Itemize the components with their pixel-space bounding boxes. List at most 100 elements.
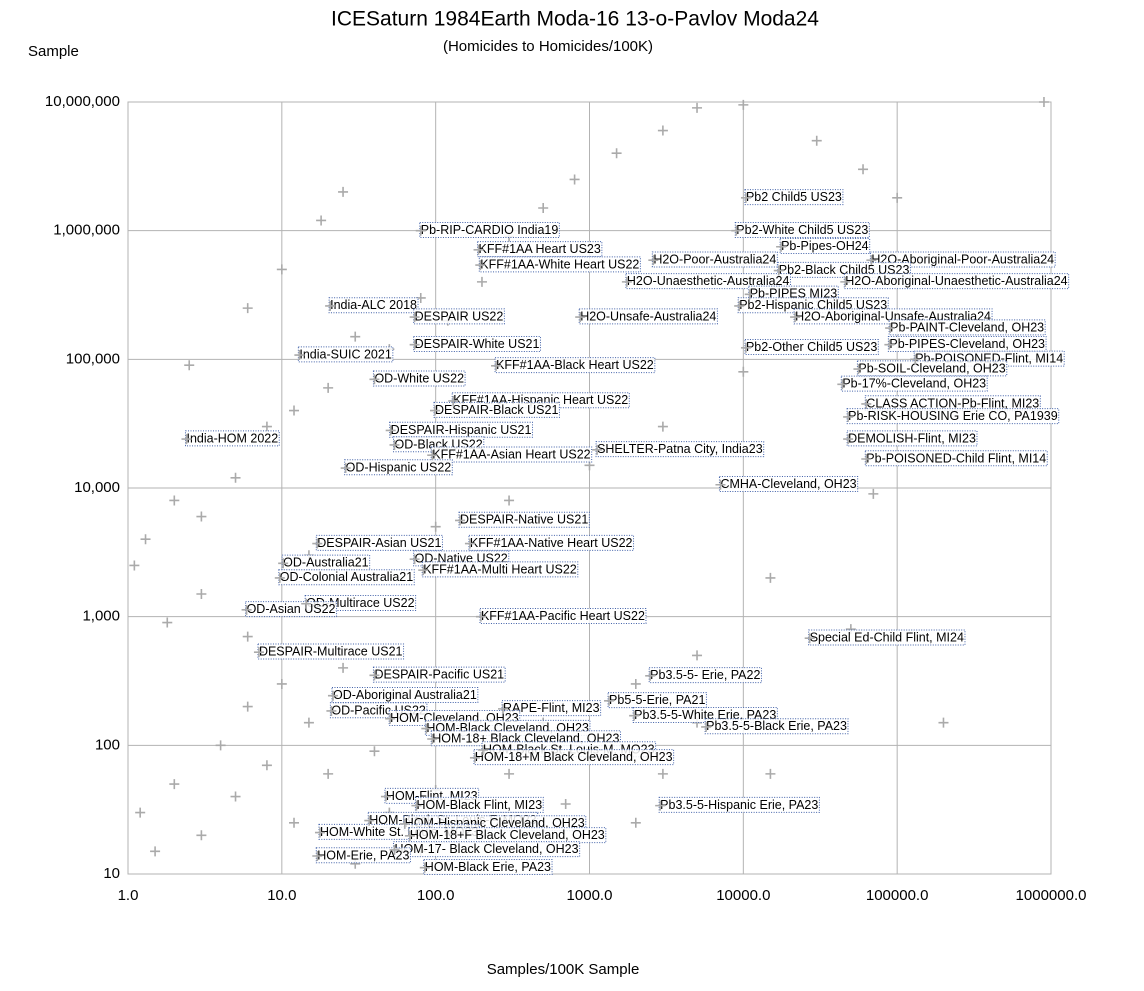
- annotation: Pb-PIPES-Cleveland, OH23: [887, 335, 1047, 352]
- annotated-point: [427, 734, 438, 745]
- annotation: OD-Colonial Australia21: [278, 569, 415, 586]
- annotated-point: [469, 752, 480, 763]
- y-tick-label: 1,000,000: [53, 222, 120, 239]
- y-tick-label: 1,000: [82, 608, 120, 625]
- annotation-label: OD-White US22: [374, 372, 464, 386]
- annotation: CLASS ACTION-Pb-Flint, MI23: [864, 395, 1041, 412]
- point: [476, 276, 487, 287]
- point: [430, 521, 441, 532]
- point: [261, 421, 272, 432]
- annotation-label: CLASS ACTION-Pb-Flint, MI23: [866, 396, 1039, 410]
- annotation: Pb5-5-Erie, PA21: [607, 692, 707, 709]
- annotation: DESPAIR-Black US21: [433, 401, 560, 418]
- point: [765, 768, 776, 779]
- annotation-label: Pb2-Hispanic Child5 US23: [739, 298, 887, 312]
- annotation: DESPAIR-Hispanic US21: [389, 421, 534, 438]
- annotated-point: [734, 300, 745, 311]
- annotated-point: [744, 289, 755, 300]
- annotation-box: [392, 841, 581, 858]
- annotation: Special Ed-Child Flint, MI24: [808, 629, 966, 646]
- annotated-point: [843, 434, 854, 445]
- point: [369, 746, 380, 757]
- point: [196, 589, 207, 600]
- annotation-label: Special Ed-Child Flint, MI24: [810, 631, 964, 645]
- annotation-label: OD-Aboriginal Australia21: [333, 688, 477, 702]
- annotated-point: [448, 395, 459, 406]
- annotation: HOM-18+M Black Cleveland, OH23: [473, 749, 675, 766]
- annotation-label: DESPAIR-Asian US21: [317, 536, 441, 550]
- annotation-box: [846, 430, 978, 447]
- annotated-point: [325, 300, 336, 311]
- x-tick-label: 10.0: [267, 887, 296, 904]
- annotated-point: [740, 192, 751, 203]
- annotated-point: [715, 479, 726, 490]
- annotation-label: Pb2-Black Child5 US23: [779, 263, 910, 277]
- annotation-label: HOM-18+F Black Cleveland, OH23: [410, 828, 605, 842]
- y-tick-label: 10,000: [74, 479, 120, 496]
- x-tick-label: 10000.0: [716, 887, 770, 904]
- annotation-label: HOM-17- Black Cleveland, OH23: [394, 842, 578, 856]
- annotated-point: [475, 611, 486, 622]
- annotation-label: Pb-PIPES-Cleveland, OH23: [889, 337, 1045, 351]
- annotation: Pb-SOIL-Cleveland, OH23: [856, 360, 1008, 377]
- point: [303, 717, 314, 728]
- annotation: KFF#1AA-Native Heart US22: [468, 534, 635, 551]
- point: [892, 192, 903, 203]
- annotation-label: DESPAIR-Black US21: [435, 403, 558, 417]
- annotated-point: [853, 364, 864, 375]
- annotation: HOM-17- Black Cleveland, OH23: [392, 841, 581, 858]
- annotation-label: Pb5-5-Erie, PA21: [609, 693, 705, 707]
- annotation-label: India-SUIC 2021: [299, 347, 391, 361]
- annotation: Pb3.5-5-Black Erie, PA23: [704, 718, 849, 735]
- annotation: OD-Aboriginal Australia21: [331, 687, 479, 704]
- annotation: KFF#1AA-White Heart US22: [478, 256, 641, 273]
- annotation-label: HOM-Black Flint, MI23: [416, 798, 542, 812]
- annotation: OD-Hispanic US22: [344, 459, 453, 476]
- annotation: Pb2-White Child5 US23: [734, 221, 870, 238]
- point: [230, 791, 241, 802]
- annotation: Pb3.5-5- Erie, PA22: [648, 667, 762, 684]
- point: [569, 174, 580, 185]
- annotated-point: [604, 695, 615, 706]
- annotated-point: [621, 276, 632, 287]
- x-tick-label: 1.0: [118, 887, 139, 904]
- annotated-point: [575, 312, 586, 323]
- annotation-box: [864, 450, 1048, 467]
- annotation-label: H2O-Aboriginal-Poor-Australia24: [871, 252, 1054, 266]
- point: [135, 807, 146, 818]
- annotation: DESPAIR US22: [413, 308, 505, 325]
- annotated-point: [301, 598, 312, 609]
- point: [169, 495, 180, 506]
- annotation-label: Pb-17%-Cleveland, OH23: [842, 377, 986, 391]
- point: [630, 817, 641, 828]
- y-tick-label: 10,000,000: [45, 93, 120, 110]
- annotation: OD-Asian US22: [245, 601, 338, 618]
- annotated-point: [884, 339, 895, 350]
- point: [289, 405, 300, 416]
- annotation-label: DEMOLISH-Flint, MI23: [848, 431, 976, 445]
- point: [858, 164, 869, 175]
- point: [276, 264, 287, 275]
- annotation-box: [257, 643, 405, 660]
- annotated-point: [861, 454, 872, 465]
- annotation-label: KFF#1AA Heart US23: [479, 242, 601, 256]
- annotation: India-ALC 2018: [328, 297, 419, 314]
- annotated-point: [409, 339, 420, 350]
- point: [150, 846, 161, 857]
- annotated-point: [181, 434, 192, 445]
- annotation: KFF#1AA-Asian Heart US22: [430, 446, 593, 463]
- point: [338, 186, 349, 197]
- annotated-point: [415, 225, 426, 236]
- annotated-point: [701, 721, 712, 732]
- annotation-box: [297, 346, 394, 363]
- annotation-box: [477, 241, 603, 258]
- annotated-point: [655, 800, 666, 811]
- annotation-label: DESPAIR-White US21: [415, 337, 540, 351]
- annotation: DEMOLISH-Flint, MI23: [846, 430, 978, 447]
- point: [657, 768, 668, 779]
- annotation-box: [625, 273, 792, 290]
- annotation-box: [281, 554, 371, 571]
- point: [868, 488, 879, 499]
- annotation-box: [413, 308, 505, 325]
